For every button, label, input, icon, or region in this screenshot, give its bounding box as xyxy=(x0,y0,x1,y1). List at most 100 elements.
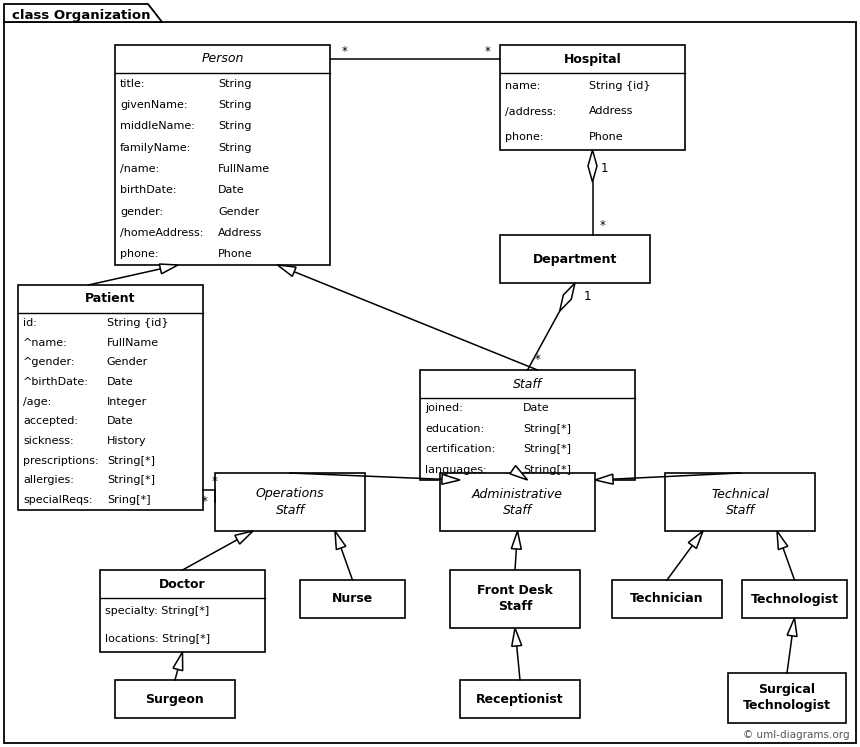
Text: *: * xyxy=(599,219,605,232)
Bar xyxy=(742,580,847,618)
Text: specialty: String[*]: specialty: String[*] xyxy=(105,607,209,616)
Polygon shape xyxy=(335,531,346,550)
Text: *: * xyxy=(535,353,540,367)
Polygon shape xyxy=(173,652,182,671)
Text: languages:: languages: xyxy=(425,465,487,475)
Text: id:: id: xyxy=(23,318,37,328)
Polygon shape xyxy=(510,465,527,480)
Text: Phone: Phone xyxy=(218,249,253,259)
Text: Technical
Staff: Technical Staff xyxy=(711,488,769,516)
Text: gender:: gender: xyxy=(120,207,163,217)
Polygon shape xyxy=(787,618,797,636)
Text: *: * xyxy=(212,476,218,489)
Text: String {id}: String {id} xyxy=(589,81,650,91)
Text: Address: Address xyxy=(218,228,262,238)
Text: Staff: Staff xyxy=(513,377,542,391)
Text: History: History xyxy=(107,436,146,446)
Text: Technologist: Technologist xyxy=(751,592,838,606)
Polygon shape xyxy=(512,628,522,646)
Text: phone:: phone: xyxy=(505,132,544,142)
Text: familyName:: familyName: xyxy=(120,143,191,152)
Bar xyxy=(612,580,722,618)
Text: middleName:: middleName: xyxy=(120,121,195,131)
Polygon shape xyxy=(159,264,178,274)
Text: Technician: Technician xyxy=(630,592,703,606)
Text: Administrative
Staff: Administrative Staff xyxy=(472,488,563,516)
Text: Surgical
Technologist: Surgical Technologist xyxy=(743,684,831,713)
Text: /homeAddress:: /homeAddress: xyxy=(120,228,203,238)
Bar xyxy=(115,680,235,718)
Polygon shape xyxy=(688,531,703,548)
Text: Hospital: Hospital xyxy=(563,52,622,66)
Bar xyxy=(450,570,580,628)
Bar xyxy=(215,473,365,531)
Bar xyxy=(665,473,815,531)
Text: Operations
Staff: Operations Staff xyxy=(255,488,324,516)
Text: Date: Date xyxy=(523,403,550,413)
Text: givenName:: givenName: xyxy=(120,100,187,110)
Text: accepted:: accepted: xyxy=(23,416,78,427)
Polygon shape xyxy=(777,531,788,550)
Text: Sring[*]: Sring[*] xyxy=(107,495,150,505)
Text: String: String xyxy=(218,143,252,152)
Text: education:: education: xyxy=(425,424,484,434)
Text: *: * xyxy=(485,45,491,58)
Text: /age:: /age: xyxy=(23,397,52,406)
Text: birthDate:: birthDate: xyxy=(120,185,176,195)
Text: *: * xyxy=(342,45,348,58)
Bar xyxy=(300,580,405,618)
Text: /name:: /name: xyxy=(120,164,159,174)
Text: ^gender:: ^gender: xyxy=(23,357,76,368)
Text: *: * xyxy=(202,495,208,509)
Text: FullName: FullName xyxy=(107,338,159,347)
Text: Receptionist: Receptionist xyxy=(476,692,564,705)
Text: Person: Person xyxy=(201,52,243,66)
Text: String[*]: String[*] xyxy=(107,456,155,465)
Text: joined:: joined: xyxy=(425,403,463,413)
Text: locations: String[*]: locations: String[*] xyxy=(105,633,210,643)
Text: String {id}: String {id} xyxy=(107,318,169,328)
Polygon shape xyxy=(4,4,162,22)
Text: Doctor: Doctor xyxy=(159,577,206,590)
Text: sickness:: sickness: xyxy=(23,436,74,446)
Text: String: String xyxy=(218,121,252,131)
Bar xyxy=(115,45,330,265)
Polygon shape xyxy=(512,531,521,549)
Text: String[*]: String[*] xyxy=(523,465,571,475)
Polygon shape xyxy=(560,283,575,311)
Text: Patient: Patient xyxy=(85,293,136,306)
Bar xyxy=(500,45,685,150)
Text: Phone: Phone xyxy=(589,132,624,142)
Text: Surgeon: Surgeon xyxy=(145,692,205,705)
Text: certification:: certification: xyxy=(425,444,495,454)
Text: prescriptions:: prescriptions: xyxy=(23,456,99,465)
Text: allergies:: allergies: xyxy=(23,475,74,486)
Text: /address:: /address: xyxy=(505,107,556,117)
Text: String: String xyxy=(218,78,252,89)
Text: String[*]: String[*] xyxy=(523,444,571,454)
Bar xyxy=(18,285,203,510)
Text: Date: Date xyxy=(107,416,133,427)
Text: Nurse: Nurse xyxy=(332,592,373,606)
Text: String[*]: String[*] xyxy=(523,424,571,434)
Text: phone:: phone: xyxy=(120,249,158,259)
Text: class Organization: class Organization xyxy=(12,8,150,22)
Polygon shape xyxy=(442,474,460,484)
Text: 1: 1 xyxy=(583,291,591,303)
Text: ^name:: ^name: xyxy=(23,338,68,347)
Bar xyxy=(100,570,265,652)
Text: ^birthDate:: ^birthDate: xyxy=(23,377,89,387)
Text: FullName: FullName xyxy=(218,164,270,174)
Text: String: String xyxy=(218,100,252,110)
Text: © uml-diagrams.org: © uml-diagrams.org xyxy=(743,730,850,740)
Bar xyxy=(420,370,635,480)
Text: Integer: Integer xyxy=(107,397,147,406)
Text: Date: Date xyxy=(218,185,245,195)
Polygon shape xyxy=(595,474,613,484)
Polygon shape xyxy=(278,265,296,276)
Text: Gender: Gender xyxy=(107,357,148,368)
Text: specialReqs:: specialReqs: xyxy=(23,495,93,505)
Text: Address: Address xyxy=(589,107,633,117)
Text: Gender: Gender xyxy=(218,207,260,217)
Bar xyxy=(500,235,650,283)
